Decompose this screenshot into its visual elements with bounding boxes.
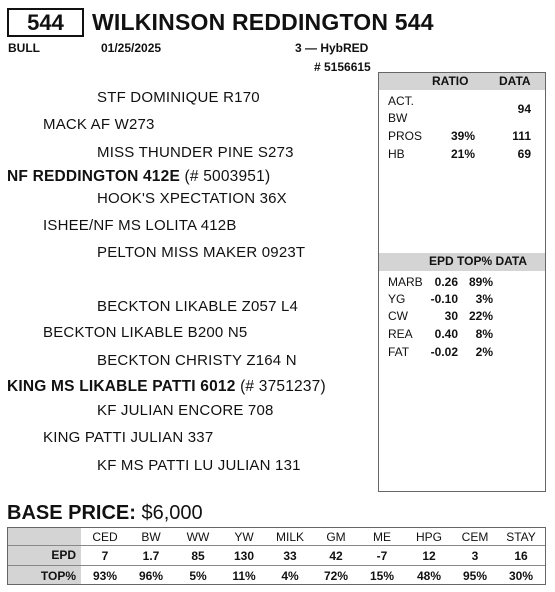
epd-value: 42: [329, 549, 343, 563]
epd-column-header: BW: [141, 530, 161, 544]
carcass-label: REA: [388, 327, 413, 341]
hb-label: HB: [388, 147, 405, 161]
epd-column-header: CEM: [461, 530, 489, 544]
epd-value: 16: [514, 549, 528, 563]
epd-value: 33: [283, 549, 297, 563]
carcass-label: MARB: [388, 275, 423, 289]
base-price-label: BASE PRICE:: [7, 502, 136, 524]
sire-sire-sire: STF DOMINIQUE R170: [97, 89, 260, 106]
dam-sire-sire: BECKTON LIKABLE Z057 L4: [97, 298, 299, 315]
carcass-label: CW: [388, 309, 408, 323]
sire-name: NF REDDINGTON 412E: [7, 168, 180, 185]
epd-column-header: YW: [234, 530, 254, 544]
carcass-epd: 0.40: [434, 327, 458, 341]
epd-column-header: GM: [326, 530, 346, 544]
carcass-epd: -0.10: [430, 292, 458, 306]
dam-dam-dam: KF MS PATTI LU JULIAN 131: [97, 457, 301, 474]
act-bw-data: 94: [517, 102, 531, 116]
pros-ratio: 39%: [450, 129, 475, 143]
base-price: BASE PRICE: $6,000: [7, 501, 203, 525]
sire-sire-dam: MISS THUNDER PINE S273: [97, 144, 294, 161]
epd-column-header: HPG: [415, 530, 442, 544]
dam-sire-dam: BECKTON CHRISTY Z164 N: [97, 352, 297, 369]
pros-label: PROS: [388, 129, 423, 143]
epd-value: 3: [471, 549, 479, 563]
act-bw-label-line1: ACT.: [388, 94, 415, 108]
top-percent-value: 11%: [232, 569, 256, 583]
top-percent-value: 5%: [189, 569, 207, 583]
epd-value: 130: [233, 549, 255, 563]
carcass-epd: -0.02: [430, 345, 458, 359]
hb-ratio: 21%: [450, 147, 475, 161]
top-percent-value: 48%: [416, 569, 442, 583]
carcass-label: FAT: [388, 345, 410, 359]
top-percent-value: 30%: [508, 569, 534, 583]
sire-reg: (# 5003951): [184, 168, 271, 185]
top-percent-value: 95%: [462, 569, 488, 583]
performance-panel: RATIO DATA ACT. BW 94 PROS 39% 111 HB 21…: [378, 72, 546, 492]
epd-column-header: ME: [373, 530, 391, 544]
lot-number: 544: [7, 8, 84, 37]
tattoo: 3 — HybRED: [295, 41, 369, 55]
sire-dam: ISHEE/NF MS LOLITA 412B: [43, 217, 237, 234]
epd-value: 12: [422, 549, 436, 563]
sire: NF REDDINGTON 412E (# 5003951): [7, 168, 270, 186]
carcass-top: 2%: [475, 345, 493, 359]
ratio-header: RATIO DATA: [379, 73, 545, 90]
carcass-top: 22%: [468, 309, 493, 323]
dam-dam: KING PATTI JULIAN 337: [43, 429, 214, 446]
epd-value: 1.7: [142, 549, 160, 563]
hb-data: 69: [517, 147, 531, 161]
sire-dam-sire: HOOK'S XPECTATION 36X: [97, 190, 287, 207]
top-row-label: TOP%: [40, 569, 76, 583]
carcass-header: EPD TOP% DATA: [379, 253, 545, 271]
epd-table-label-column: [8, 528, 81, 584]
epd-value: -7: [376, 549, 388, 563]
epd-value: 85: [191, 549, 205, 563]
sire-dam-dam: PELTON MISS MAKER 0923T: [97, 244, 306, 261]
data-column-header: DATA: [499, 74, 531, 88]
animal-name: WILKINSON REDDINGTON 544: [92, 9, 434, 35]
ratio-column-header: RATIO: [432, 74, 469, 88]
carcass-epd: 30: [444, 309, 458, 323]
epd-row-label: EPD: [51, 548, 76, 562]
epd-column-header: MILK: [275, 530, 304, 544]
carcass-top: 8%: [475, 327, 493, 341]
base-price-value: $6,000: [141, 502, 203, 524]
epd-column-header: WW: [186, 530, 210, 544]
epd-value: 7: [101, 549, 109, 563]
dam-name: KING MS LIKABLE PATTI 6012: [7, 378, 236, 395]
carcass-top: 89%: [468, 275, 493, 289]
top-percent-value: 72%: [323, 569, 349, 583]
top-percent-value: 15%: [369, 569, 395, 583]
epd-column-header: STAY: [506, 530, 536, 544]
carcass-top: 3%: [475, 292, 493, 306]
epd-column-header: CED: [92, 530, 118, 544]
sex: BULL: [8, 41, 40, 55]
top-percent-value: 4%: [281, 569, 299, 583]
divider: [8, 565, 545, 566]
carcass-epd: 0.26: [434, 275, 458, 289]
carcass-label: YG: [388, 292, 406, 306]
dam-reg: (# 3751237): [240, 378, 326, 395]
dam-sire: BECKTON LIKABLE B200 N5: [43, 324, 248, 341]
sire-sire: MACK AF W273: [43, 116, 155, 133]
dam-dam-sire: KF JULIAN ENCORE 708: [97, 402, 274, 419]
act-bw-label-line2: BW: [388, 111, 408, 125]
dam: KING MS LIKABLE PATTI 6012 (# 3751237): [7, 378, 326, 396]
birth-date: 01/25/2025: [101, 41, 162, 55]
registration-number: # 5156615: [314, 60, 371, 74]
divider: [8, 545, 545, 546]
epd-table: EPD TOP% CED BW WW YW MILK GM ME HPG CEM…: [7, 527, 546, 585]
top-percent-value: 93%: [92, 569, 118, 583]
top-percent-value: 96%: [138, 569, 164, 583]
pros-data: 111: [512, 129, 531, 143]
